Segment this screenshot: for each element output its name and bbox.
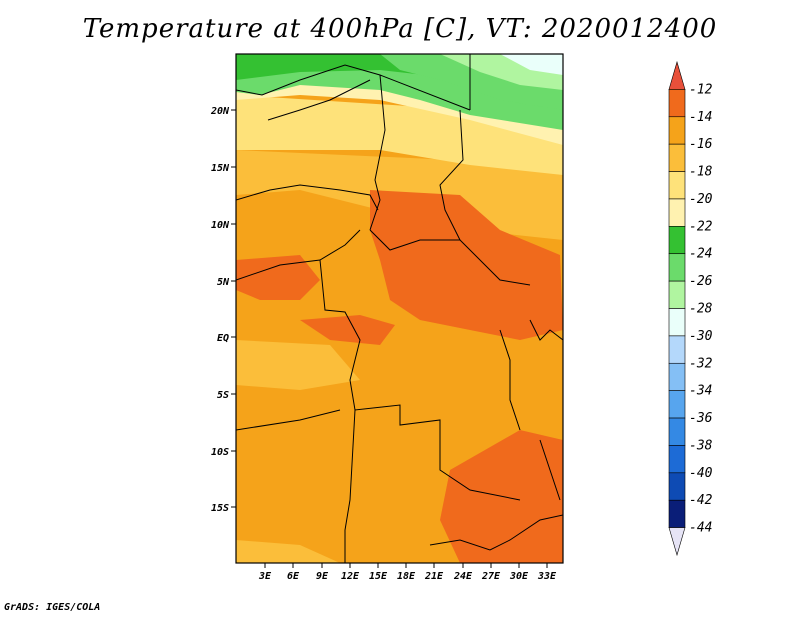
colorbar-label: -30: [689, 329, 713, 344]
x-axis: 3E 6E 9E 12E 15E 18E 21E 24E 27E 30E 33E: [258, 563, 557, 582]
colorbar-label: -16: [689, 137, 713, 152]
colorbar-swatch: [668, 116, 686, 145]
colorbar-swatch: [668, 445, 686, 474]
x-tick-label: 30E: [509, 571, 529, 582]
y-axis: 20N 15N 10N 5N EQ 5S 10S 15S: [210, 106, 236, 514]
y-tick-label: 20N: [210, 106, 230, 117]
colorbar-label: -34: [689, 384, 712, 399]
colorbar-label: -12: [689, 82, 713, 97]
x-tick-label: 27E: [481, 571, 501, 582]
colorbar-label: -22: [689, 219, 713, 234]
colorbar-label: -38: [689, 438, 713, 453]
y-tick-label: 10N: [211, 220, 230, 231]
x-tick-label: 6E: [287, 571, 300, 582]
x-tick-label: 3E: [258, 571, 272, 582]
y-tick-label: 5S: [217, 390, 229, 401]
temperature-field: [236, 54, 563, 563]
colorbar-swatch: [668, 280, 686, 309]
colorbar-label: -32: [689, 356, 713, 371]
colorbar-swatch: [668, 499, 686, 528]
colorbar-label: -40: [689, 466, 713, 481]
colorbar-label: -36: [689, 411, 713, 426]
colorbar-swatch: [668, 60, 686, 90]
colorbar-swatch: [668, 335, 686, 364]
colorbar-label: -20: [689, 192, 713, 207]
colorbar-label: -18: [689, 165, 713, 180]
y-tick-label: 5N: [217, 277, 230, 288]
colorbar-swatch: [668, 390, 686, 419]
x-tick-label: 33E: [537, 571, 557, 582]
x-tick-label: 15E: [369, 571, 388, 582]
map-title: Temperature at 400hPa [C], VT: 202001240…: [82, 14, 718, 44]
colorbar-swatch: [668, 171, 686, 200]
colorbar-swatch: [668, 143, 686, 172]
colorbar-label: -42: [689, 493, 713, 508]
colorbar-swatch: [668, 226, 686, 255]
colorbar-swatch: [668, 362, 686, 391]
x-tick-label: 9E: [316, 571, 329, 582]
y-tick-label: EQ: [217, 333, 229, 344]
x-tick-label: 18E: [397, 571, 416, 582]
colorbar: -12 -14 -16 -18 -20 -22 -24 -26 -28 -30 -32 -34 -36 -…: [668, 60, 713, 557]
colorbar-label: -26: [689, 274, 713, 289]
colorbar-swatch: [668, 308, 686, 337]
colorbar-swatch: [668, 527, 686, 557]
colorbar-swatch: [668, 253, 686, 282]
x-tick-label: 24E: [453, 571, 473, 582]
country-borders: [236, 54, 563, 563]
credit-text: GrADS: IGES/COLA: [4, 602, 101, 613]
colorbar-label: -24: [689, 247, 712, 262]
colorbar-label: -44: [689, 521, 712, 536]
colorbar-swatch: [668, 198, 686, 227]
y-tick-label: 10S: [211, 447, 229, 458]
colorbar-swatch: [668, 89, 686, 118]
x-tick-label: 21E: [424, 571, 444, 582]
x-tick-label: 12E: [341, 571, 360, 582]
y-tick-label: 15S: [211, 503, 229, 514]
colorbar-label: -28: [689, 302, 713, 317]
colorbar-swatch: [668, 417, 686, 446]
colorbar-swatch: [668, 472, 686, 501]
y-tick-label: 15N: [211, 163, 230, 174]
colorbar-label: -14: [689, 110, 712, 125]
map-frame: [235, 53, 564, 564]
